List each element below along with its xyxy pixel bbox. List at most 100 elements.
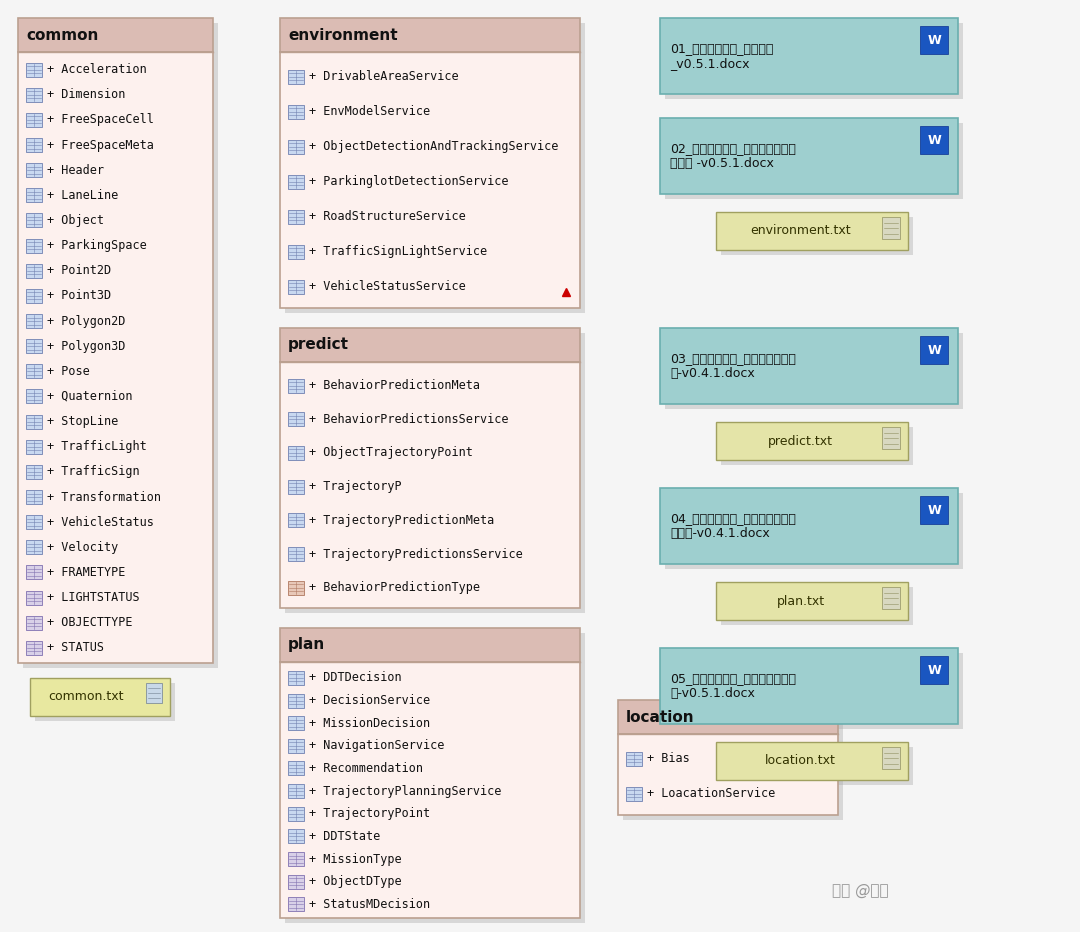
Text: + Object: + Object xyxy=(48,214,104,227)
FancyBboxPatch shape xyxy=(882,587,900,609)
FancyBboxPatch shape xyxy=(26,390,42,404)
FancyBboxPatch shape xyxy=(623,705,843,820)
FancyBboxPatch shape xyxy=(288,547,303,561)
FancyBboxPatch shape xyxy=(716,422,908,460)
Text: + ObjectTrajectoryPoint: + ObjectTrajectoryPoint xyxy=(309,446,473,459)
Text: W: W xyxy=(927,664,941,677)
FancyBboxPatch shape xyxy=(626,787,642,801)
Text: location: location xyxy=(626,709,694,724)
FancyBboxPatch shape xyxy=(26,490,42,504)
FancyBboxPatch shape xyxy=(665,493,963,569)
Text: + TrafficSignLightService: + TrafficSignLightService xyxy=(309,245,487,258)
FancyBboxPatch shape xyxy=(660,328,958,404)
FancyBboxPatch shape xyxy=(920,656,948,684)
FancyBboxPatch shape xyxy=(26,213,42,227)
FancyBboxPatch shape xyxy=(288,581,303,595)
FancyBboxPatch shape xyxy=(288,875,303,889)
FancyBboxPatch shape xyxy=(288,140,303,154)
FancyBboxPatch shape xyxy=(26,62,42,76)
FancyBboxPatch shape xyxy=(660,18,958,94)
FancyBboxPatch shape xyxy=(288,784,303,798)
FancyBboxPatch shape xyxy=(280,52,580,308)
FancyBboxPatch shape xyxy=(30,678,170,716)
FancyBboxPatch shape xyxy=(288,898,303,911)
Text: + Point2D: + Point2D xyxy=(48,265,111,277)
FancyBboxPatch shape xyxy=(26,591,42,605)
Text: plan.txt: plan.txt xyxy=(777,595,824,608)
Text: + StopLine: + StopLine xyxy=(48,415,118,428)
Text: + DDTState: + DDTState xyxy=(309,829,380,843)
Text: + STATUS: + STATUS xyxy=(48,641,104,654)
FancyBboxPatch shape xyxy=(288,378,303,392)
FancyBboxPatch shape xyxy=(288,446,303,460)
FancyBboxPatch shape xyxy=(26,289,42,303)
FancyBboxPatch shape xyxy=(288,70,303,84)
Text: + Header: + Header xyxy=(48,164,104,177)
Text: + DecisionService: + DecisionService xyxy=(309,694,430,707)
FancyBboxPatch shape xyxy=(285,633,585,923)
Text: + Velocity: + Velocity xyxy=(48,541,118,554)
FancyBboxPatch shape xyxy=(288,829,303,843)
FancyBboxPatch shape xyxy=(920,496,948,524)
FancyBboxPatch shape xyxy=(26,440,42,454)
Text: + VehicleStatus: + VehicleStatus xyxy=(48,515,153,528)
Text: W: W xyxy=(927,503,941,516)
Text: common.txt: common.txt xyxy=(49,691,124,704)
FancyBboxPatch shape xyxy=(51,47,79,57)
FancyBboxPatch shape xyxy=(288,245,303,259)
Text: + DrivableAreaService: + DrivableAreaService xyxy=(309,70,459,83)
FancyBboxPatch shape xyxy=(626,751,642,766)
Text: predict.txt: predict.txt xyxy=(768,434,833,447)
FancyBboxPatch shape xyxy=(288,280,303,294)
FancyBboxPatch shape xyxy=(146,683,162,703)
FancyBboxPatch shape xyxy=(288,514,303,528)
FancyBboxPatch shape xyxy=(26,339,42,353)
FancyBboxPatch shape xyxy=(288,671,303,685)
FancyBboxPatch shape xyxy=(665,653,963,729)
Text: 04_功能软件平台_决策规划功能服
务接口-v0.4.1.docx: 04_功能软件平台_决策规划功能服 务接口-v0.4.1.docx xyxy=(670,512,796,540)
FancyBboxPatch shape xyxy=(18,18,213,52)
FancyBboxPatch shape xyxy=(313,357,341,367)
FancyBboxPatch shape xyxy=(660,488,958,564)
FancyBboxPatch shape xyxy=(26,138,42,152)
FancyBboxPatch shape xyxy=(26,616,42,630)
FancyBboxPatch shape xyxy=(288,175,303,189)
FancyBboxPatch shape xyxy=(285,333,585,613)
FancyBboxPatch shape xyxy=(882,217,900,239)
Text: + Bias: + Bias xyxy=(647,752,690,765)
Text: W: W xyxy=(927,133,941,146)
Text: W: W xyxy=(927,34,941,47)
Text: + MissionType: + MissionType xyxy=(309,853,402,866)
FancyBboxPatch shape xyxy=(280,628,580,662)
FancyBboxPatch shape xyxy=(26,515,42,529)
FancyBboxPatch shape xyxy=(660,648,958,724)
FancyBboxPatch shape xyxy=(280,328,580,362)
FancyBboxPatch shape xyxy=(920,26,948,54)
FancyBboxPatch shape xyxy=(288,852,303,866)
Text: + EnvModelService: + EnvModelService xyxy=(309,105,430,118)
FancyBboxPatch shape xyxy=(618,734,838,815)
Text: + Pose: + Pose xyxy=(48,364,90,377)
FancyBboxPatch shape xyxy=(313,47,341,57)
FancyBboxPatch shape xyxy=(26,163,42,177)
FancyBboxPatch shape xyxy=(288,716,303,730)
FancyBboxPatch shape xyxy=(26,566,42,580)
Text: + BehaviorPredictionsService: + BehaviorPredictionsService xyxy=(309,413,509,426)
FancyBboxPatch shape xyxy=(313,657,341,667)
FancyBboxPatch shape xyxy=(280,18,580,52)
Text: + TrafficLight: + TrafficLight xyxy=(48,440,147,453)
FancyBboxPatch shape xyxy=(721,217,913,255)
FancyBboxPatch shape xyxy=(618,700,838,734)
FancyBboxPatch shape xyxy=(288,412,303,426)
Text: + MissionDecision: + MissionDecision xyxy=(309,717,430,730)
Text: 知乎 @萧猛: 知乎 @萧猛 xyxy=(832,883,889,898)
FancyBboxPatch shape xyxy=(26,113,42,127)
Text: + Acceleration: + Acceleration xyxy=(48,63,147,76)
FancyBboxPatch shape xyxy=(721,427,913,465)
Text: + Transformation: + Transformation xyxy=(48,490,161,503)
Text: + RoadStructureService: + RoadStructureService xyxy=(309,211,465,224)
FancyBboxPatch shape xyxy=(288,739,303,753)
Text: + ObjectDType: + ObjectDType xyxy=(309,875,402,888)
Text: + FreeSpaceCell: + FreeSpaceCell xyxy=(48,114,153,127)
Text: + ParkinglotDetectionService: + ParkinglotDetectionService xyxy=(309,175,509,188)
